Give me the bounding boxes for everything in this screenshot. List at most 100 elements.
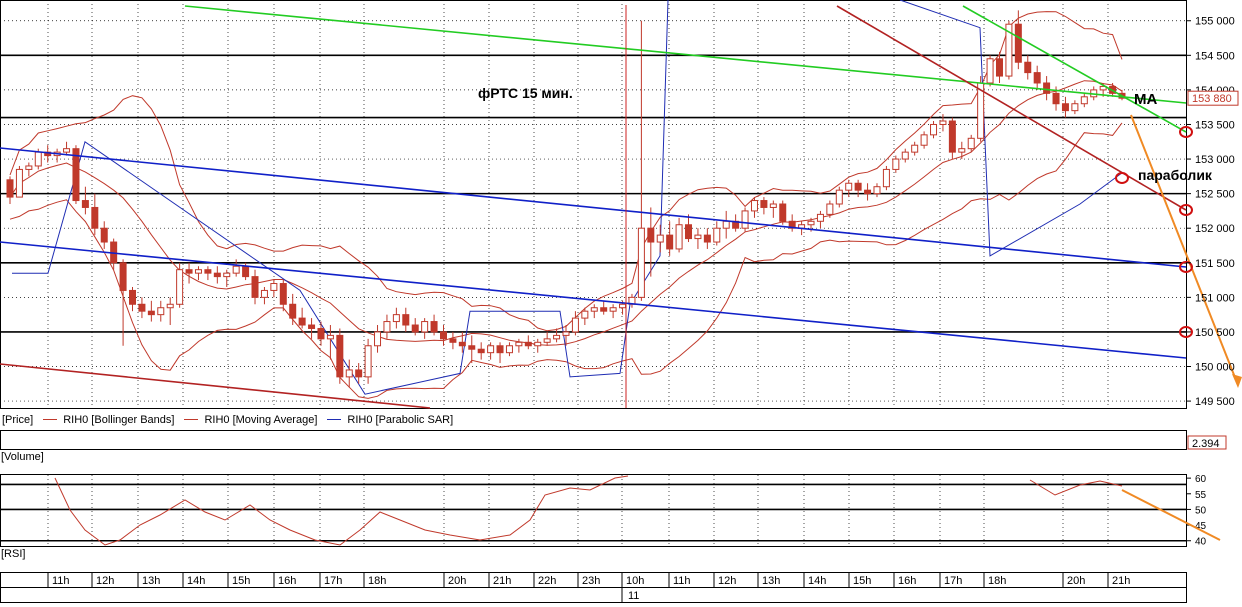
candle-body <box>1061 103 1069 112</box>
candle-body <box>619 303 627 309</box>
volume-panel-frame <box>0 430 1187 450</box>
candle-body <box>515 341 523 347</box>
price-tick-label: 154 500 <box>1195 50 1235 62</box>
candle-body <box>91 206 99 229</box>
time-tick-label: 12h <box>96 575 114 587</box>
blue-channel-line <box>0 241 1187 359</box>
candle-body <box>355 369 363 378</box>
legend-sar-label: RIH0 [Parabolic SAR] <box>347 413 454 426</box>
candle-body <box>421 321 429 333</box>
candle-body <box>449 338 457 343</box>
green-trendline <box>962 5 1187 133</box>
candle-body <box>204 269 212 274</box>
time-tick-label: 17h <box>324 575 342 587</box>
candle-body <box>553 334 561 340</box>
time-tick-label: 21h <box>1112 575 1130 587</box>
candle-body <box>854 182 862 191</box>
candle-body <box>845 182 853 191</box>
time-tick-label: 20h <box>448 575 466 587</box>
time-tick-label: 14h <box>187 575 205 587</box>
candle-body <box>600 307 608 312</box>
indicator-legend: [Price] RIH0 [Bollinger Bands] RIH0 [Mov… <box>0 410 1186 429</box>
candle-body <box>1099 85 1107 91</box>
legend-ma-label: RIH0 [Moving Average] <box>204 413 318 426</box>
parabolic-sar-line <box>899 0 1123 257</box>
candle-body <box>666 234 674 250</box>
candle-body <box>685 224 693 240</box>
candle-body <box>402 314 410 326</box>
time-tick-label: 15h <box>232 575 250 587</box>
candle-body <box>524 341 532 347</box>
price-tick-label: 152 500 <box>1195 189 1235 201</box>
price-tick-label: 149 500 <box>1195 396 1235 408</box>
candle-body <box>411 324 419 333</box>
candle-body <box>345 369 353 378</box>
sar-line-icon <box>327 419 342 420</box>
candle-body <box>317 327 325 340</box>
candle-body <box>1014 23 1022 63</box>
candle-body <box>251 276 259 298</box>
legend-price: [Price] <box>2 413 34 426</box>
candle-body <box>439 331 447 340</box>
candle-body <box>147 310 155 316</box>
candle-body <box>63 148 71 153</box>
candle-body <box>15 168 23 198</box>
candle-body <box>713 227 721 243</box>
orange-arrow-head-icon <box>1232 374 1242 388</box>
price-tick-label: 153 500 <box>1195 119 1235 131</box>
blue-channel-line <box>0 147 1187 268</box>
time-tick-label: 15h <box>853 575 871 587</box>
candle-body <box>72 148 80 202</box>
candle-body <box>468 345 476 350</box>
orange-projection-line <box>1130 114 1239 386</box>
marker-circle <box>1179 204 1193 216</box>
time-tick-label: 23h <box>582 575 600 587</box>
legend-bollinger: RIH0 [Bollinger Bands] <box>43 414 174 426</box>
marker-circle <box>1179 126 1193 138</box>
price-tick-label: 155 000 <box>1195 16 1235 28</box>
ma-line-icon <box>184 419 199 420</box>
candle-body <box>901 151 909 160</box>
candle-body <box>119 262 127 291</box>
time-tick-label: 17h <box>944 575 962 587</box>
ma-annotation: МА <box>1134 91 1157 108</box>
rsi-tick-label: 45 <box>1195 521 1207 532</box>
price-tick-label: 150 500 <box>1195 327 1235 339</box>
candle-body <box>590 307 598 312</box>
candle-body <box>873 186 881 195</box>
time-tick-label: 11h <box>673 575 691 587</box>
candle-body <box>609 307 617 312</box>
candle-body <box>374 331 382 347</box>
candle-body <box>25 165 33 170</box>
candle-body <box>477 348 485 354</box>
time-tick-label: 10h <box>626 575 644 587</box>
candle-body <box>562 331 570 336</box>
candle-body <box>1052 92 1060 105</box>
candle-body <box>1043 82 1051 94</box>
candle-body <box>769 203 777 208</box>
time-tick-label: 16h <box>278 575 296 587</box>
candle-body <box>958 148 966 153</box>
candle-body <box>166 303 174 309</box>
volume-value-label: 2.394 <box>1192 438 1220 450</box>
price-tick-label: 153 000 <box>1195 154 1235 166</box>
candle-body <box>807 220 815 226</box>
candle-body <box>835 189 843 205</box>
time-tick-label: 22h <box>538 575 556 587</box>
price-tick-label: 150 000 <box>1195 362 1235 374</box>
candle-body <box>392 314 400 323</box>
bollinger-lower-band <box>9 122 1123 399</box>
time-tick-label: 21h <box>493 575 511 587</box>
candle-body <box>1024 61 1032 74</box>
candle-body <box>138 303 146 312</box>
marker-circle <box>1115 172 1129 184</box>
orange-rsi-projection-line <box>1121 489 1221 541</box>
chart-title-annotation: фРТС 15 мин. <box>478 85 573 101</box>
price-tick-label: 151 500 <box>1195 258 1235 270</box>
candle-body <box>948 120 956 153</box>
candle-body <box>816 213 824 222</box>
candle-body <box>185 269 193 274</box>
candle-body <box>81 200 89 208</box>
candle-body <box>986 58 994 84</box>
